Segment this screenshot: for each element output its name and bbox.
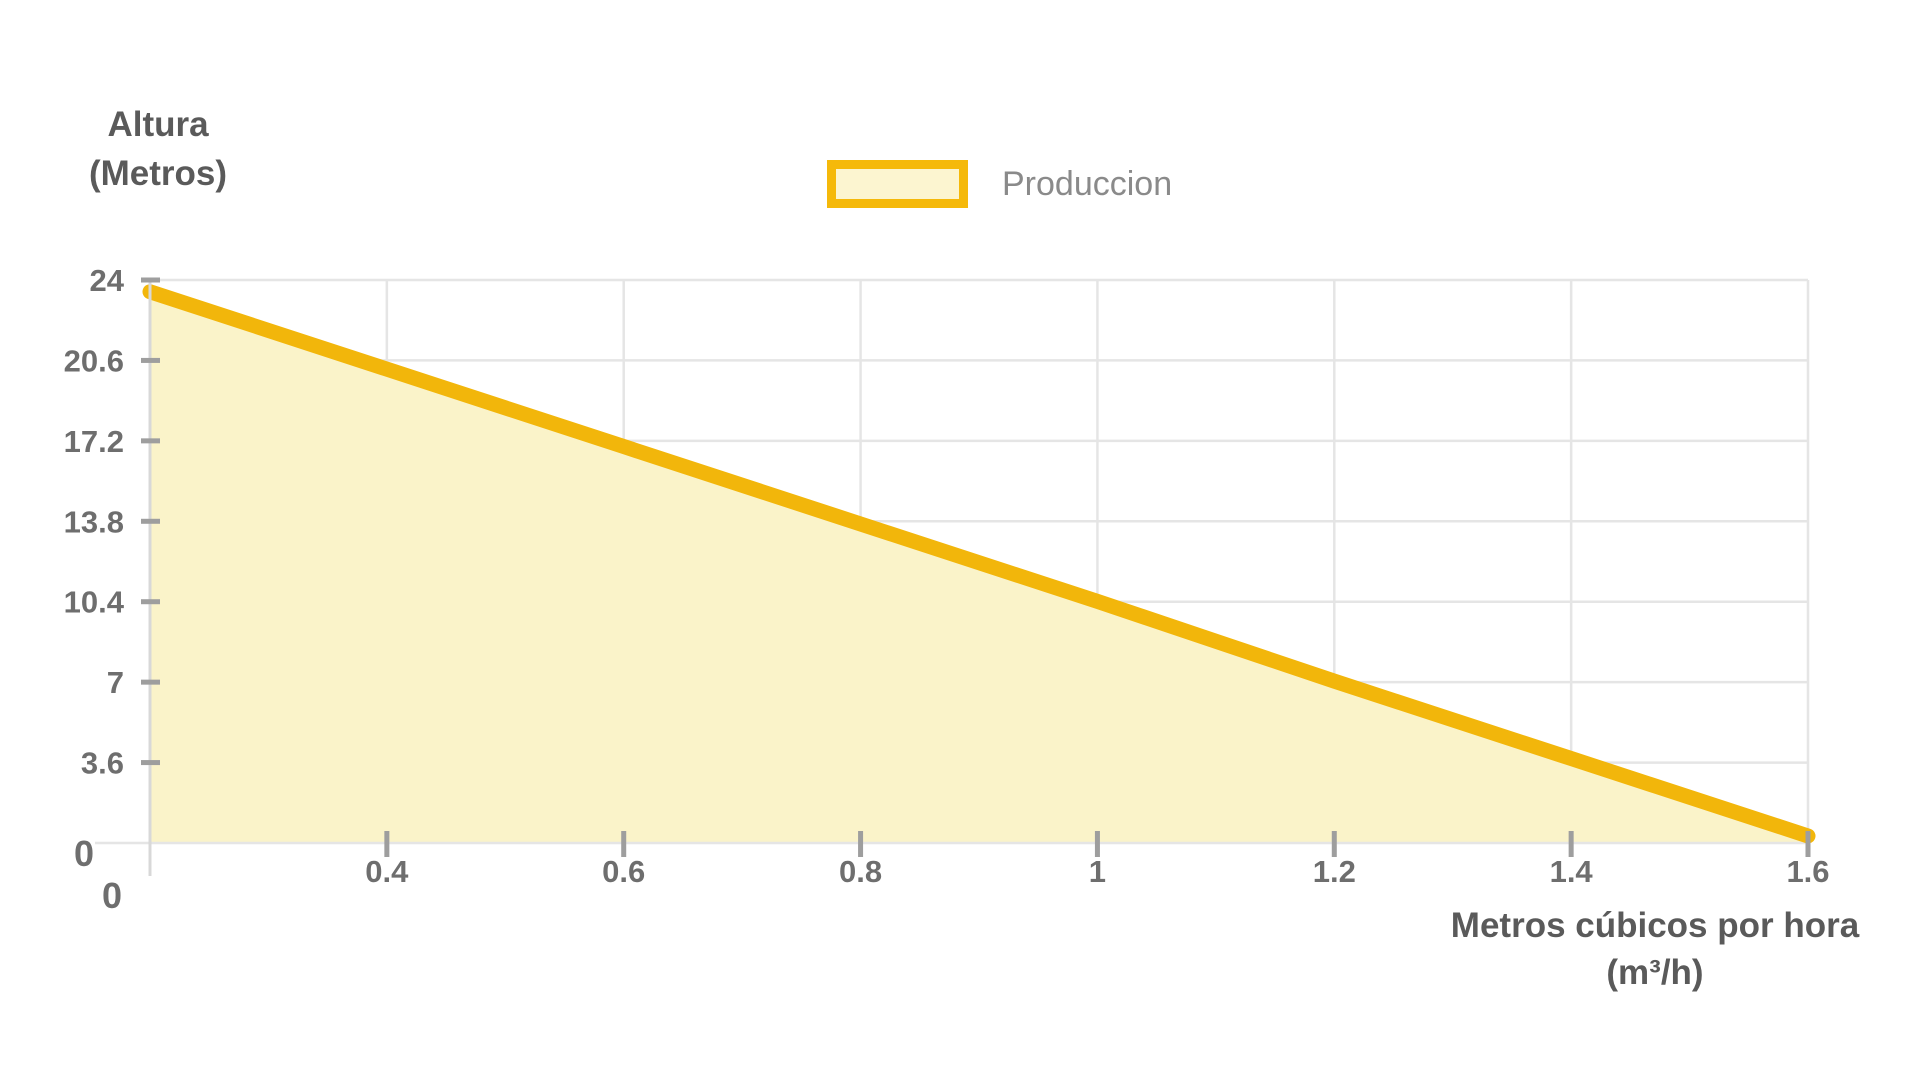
svg-text:17.2: 17.2: [64, 424, 124, 459]
svg-text:20.6: 20.6: [64, 343, 124, 378]
svg-text:7: 7: [107, 665, 124, 700]
y-axis-title-line1: Altura: [107, 105, 209, 144]
svg-text:0: 0: [102, 875, 122, 916]
svg-text:13.8: 13.8: [64, 504, 124, 539]
legend-label: Produccion: [1002, 165, 1173, 203]
svg-text:1: 1: [1089, 854, 1106, 889]
x-axis-title: Metros cúbicos por hora (m³/h): [1390, 902, 1920, 996]
legend-swatch: [827, 160, 968, 208]
y-axis-title-line2: (Metros): [88, 154, 228, 193]
x-axis-title-line1: Metros cúbicos por hora: [1450, 906, 1860, 945]
legend: Produccion: [827, 160, 1172, 208]
y-axis-title: Altura (Metros): [38, 100, 278, 198]
svg-text:0.6: 0.6: [602, 854, 645, 889]
svg-text:1.6: 1.6: [1786, 854, 1829, 889]
svg-text:0.4: 0.4: [365, 854, 409, 889]
svg-text:3.6: 3.6: [81, 746, 124, 781]
svg-text:1.2: 1.2: [1313, 854, 1356, 889]
svg-text:1.4: 1.4: [1550, 854, 1594, 889]
svg-text:0.8: 0.8: [839, 854, 882, 889]
svg-text:24: 24: [90, 263, 125, 298]
x-axis-title-line2: (m³/h): [1606, 953, 1704, 992]
svg-text:10.4: 10.4: [64, 585, 125, 620]
svg-text:0: 0: [74, 833, 94, 874]
